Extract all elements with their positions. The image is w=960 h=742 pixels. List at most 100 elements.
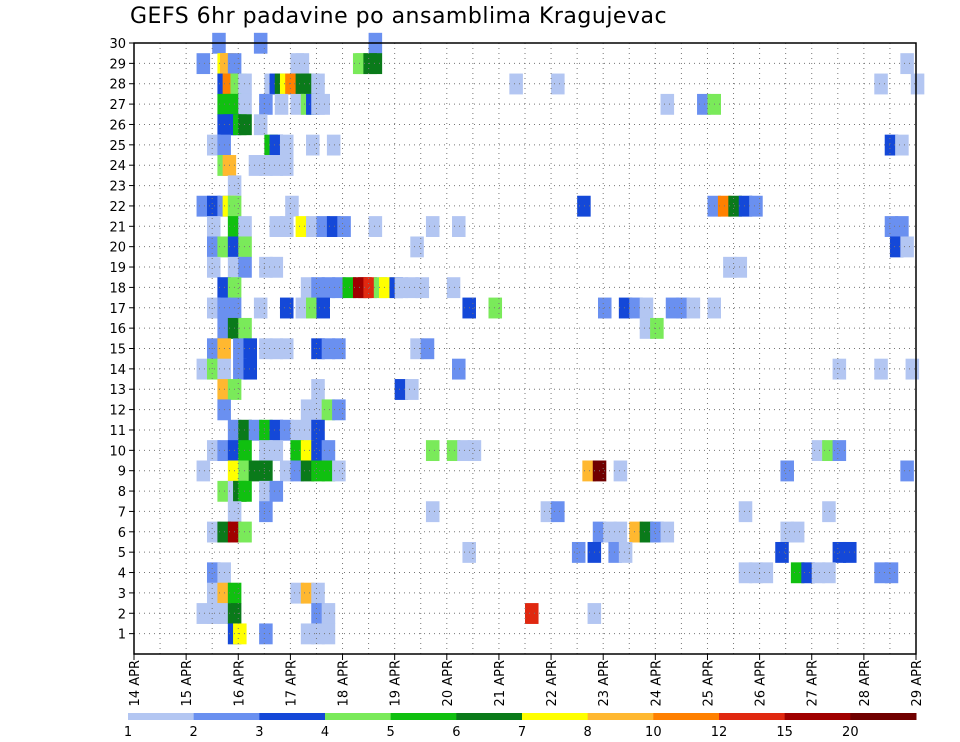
heatmap-cell — [650, 521, 664, 543]
colorbar-label: 7 — [518, 725, 526, 740]
y-tick-label: 29 — [109, 57, 126, 72]
heatmap-cell — [321, 399, 336, 421]
colorbar-swatch — [193, 713, 260, 720]
heatmap-cell — [290, 419, 304, 441]
heatmap-cell — [639, 521, 654, 543]
heatmap-cell — [311, 277, 325, 299]
heatmap-cell — [300, 419, 315, 441]
heatmap-cell — [884, 562, 899, 584]
y-tick-label: 2 — [118, 607, 126, 622]
x-tick-label: 14 APR — [128, 660, 143, 706]
heatmap-cell — [259, 440, 273, 462]
heatmap-cell — [279, 216, 294, 237]
heatmap-cell — [300, 277, 315, 299]
y-tick-label: 16 — [109, 322, 126, 337]
heatmap-cell — [306, 134, 320, 156]
heatmap-cell — [206, 582, 221, 604]
heatmap-cell — [822, 440, 836, 462]
heatmap-cell — [238, 460, 252, 482]
heatmap-cell — [238, 317, 252, 339]
heatmap-cell — [196, 358, 211, 380]
heatmap-cell — [206, 256, 221, 278]
heatmap-cell — [332, 277, 346, 299]
heatmap-cell — [874, 73, 888, 95]
heatmap-cell — [259, 338, 273, 360]
heatmap-cell — [259, 256, 273, 278]
heatmap-cell — [196, 195, 211, 217]
heatmap-cell — [613, 460, 628, 482]
heatmap-cell — [629, 297, 643, 319]
heatmap-cell — [905, 358, 920, 380]
y-tick-label: 17 — [109, 302, 126, 317]
heatmap-cell — [279, 134, 294, 156]
y-tick-label: 9 — [118, 465, 126, 480]
heatmap-cell — [394, 379, 409, 400]
y-tick-label: 20 — [109, 241, 126, 256]
heatmap-cell — [248, 460, 263, 482]
heatmap-cell — [368, 216, 383, 237]
x-tick-label: 26 APR — [754, 660, 769, 706]
y-tick-label: 22 — [109, 200, 126, 215]
heatmap-cell — [811, 440, 826, 462]
x-tick-label: 21 APR — [493, 660, 508, 706]
heatmap-cell — [238, 521, 252, 543]
y-tick-label: 14 — [109, 363, 126, 378]
heatmap-cell — [238, 114, 252, 136]
heatmap-cell — [738, 195, 753, 217]
heatmap-cell — [316, 93, 330, 115]
heatmap-cell — [910, 73, 925, 95]
heatmap-cell — [279, 460, 294, 482]
y-tick-label: 10 — [109, 444, 126, 459]
colorbar-label: 6 — [452, 725, 460, 740]
heatmap-cell — [238, 73, 252, 95]
heatmap-cell — [238, 236, 252, 258]
heatmap-cell — [780, 460, 794, 482]
heatmap-cell — [248, 419, 263, 441]
y-tick-label: 12 — [109, 404, 126, 419]
heatmap-cell — [279, 155, 294, 176]
heatmap-cell — [300, 623, 315, 645]
heatmap-cell — [311, 582, 325, 604]
heatmap-cell — [613, 521, 628, 543]
heatmap-cell — [206, 338, 221, 360]
heatmap-cell — [279, 338, 294, 360]
heatmap-cell — [316, 216, 330, 237]
colorbar-label: 2 — [190, 725, 198, 740]
heatmap-cell — [206, 440, 221, 462]
heatmap-cell — [238, 256, 252, 278]
heatmap-cell — [311, 460, 325, 482]
heatmap-cell — [738, 501, 753, 523]
heatmap-cell — [243, 338, 258, 360]
heatmap-cell — [618, 541, 633, 563]
heatmap-cell — [363, 277, 377, 299]
heatmap-cell — [316, 297, 330, 319]
heatmap-cell — [900, 460, 914, 482]
heatmap-cell — [290, 440, 304, 462]
heatmap-cell — [749, 562, 763, 584]
heatmap-cell — [410, 236, 424, 258]
y-tick-label: 25 — [109, 139, 126, 154]
y-tick-label: 7 — [118, 505, 126, 520]
heatmap-cell — [311, 603, 325, 624]
heatmap-cell — [884, 216, 899, 237]
y-tick-label: 6 — [118, 526, 126, 541]
heatmap-cell — [660, 521, 675, 543]
y-tick-label: 15 — [109, 343, 126, 358]
heatmap-cell — [196, 53, 211, 75]
heatmap-cell — [311, 419, 325, 441]
x-tick-label: 27 APR — [806, 660, 821, 706]
heatmap-cell — [269, 480, 284, 502]
heatmap-cell — [525, 603, 539, 624]
heatmap-cell — [290, 460, 304, 482]
heatmap-cell — [900, 236, 914, 258]
heatmap-cell — [321, 440, 336, 462]
y-tick-label: 21 — [109, 220, 126, 235]
heatmap-cell — [420, 338, 435, 360]
heatmap-cell — [405, 379, 419, 400]
x-tick-label: 20 APR — [441, 660, 456, 706]
heatmap-cell — [238, 419, 252, 441]
heatmap-cell — [238, 93, 252, 115]
heatmap-cell — [206, 562, 221, 584]
heatmap-cell — [295, 216, 310, 237]
